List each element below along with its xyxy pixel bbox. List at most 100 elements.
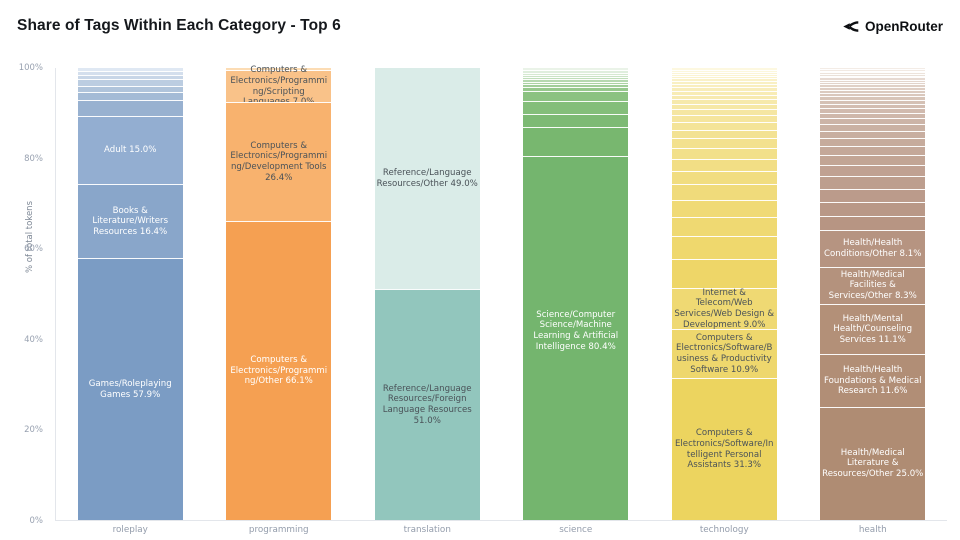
bar-segment-small[interactable] bbox=[820, 118, 926, 125]
bar-segment-small[interactable] bbox=[820, 77, 926, 80]
bar-segment-small[interactable] bbox=[523, 84, 629, 88]
bar-segment-small[interactable] bbox=[671, 99, 777, 105]
x-tick-label: science bbox=[559, 525, 593, 535]
bar-segment-small[interactable] bbox=[820, 202, 926, 216]
bar-segment-small[interactable] bbox=[671, 71, 777, 74]
bar-segment[interactable]: Adult 15.0% bbox=[77, 116, 183, 185]
bar-segment-small[interactable] bbox=[820, 81, 926, 85]
bar-segment-small[interactable] bbox=[671, 170, 777, 185]
bar-segment-small[interactable] bbox=[820, 146, 926, 156]
bar-segment-small[interactable] bbox=[820, 188, 926, 203]
bar-segment-small[interactable] bbox=[671, 90, 777, 95]
bar-segment-small[interactable] bbox=[820, 108, 926, 114]
bar-segment[interactable]: Computers & Electronics/Programming/Deve… bbox=[226, 101, 332, 222]
bar-segment-small[interactable] bbox=[820, 103, 926, 109]
bar-segment-small[interactable] bbox=[820, 73, 926, 76]
bar-segment-small[interactable] bbox=[820, 89, 926, 93]
bar-segment[interactable]: Reference/Language Resources/Foreign Lan… bbox=[374, 289, 480, 520]
bar-segment-small[interactable] bbox=[671, 122, 777, 130]
bar-roleplay[interactable]: Adult 15.0% Books & Literature/Writers Re… bbox=[77, 68, 183, 520]
bar-segment-small[interactable] bbox=[820, 69, 926, 71]
bar-segment-small[interactable] bbox=[820, 68, 926, 70]
bar-segment-small[interactable] bbox=[671, 78, 777, 82]
bar-segment-small[interactable] bbox=[820, 130, 926, 138]
bar-health[interactable]: Health/Health Conditions/Other 8.1% Healt… bbox=[820, 68, 926, 520]
bar-segment-small[interactable] bbox=[523, 74, 629, 77]
bar-segment-small[interactable] bbox=[671, 129, 777, 139]
bar-segment-small[interactable] bbox=[671, 81, 777, 84]
bar-segment-small[interactable] bbox=[523, 127, 629, 157]
bar-segment-small[interactable] bbox=[671, 184, 777, 200]
bar-segment-small[interactable] bbox=[77, 74, 183, 80]
bar-segment-small[interactable] bbox=[820, 137, 926, 146]
bar-segment-small[interactable] bbox=[77, 79, 183, 86]
bar-segment-small[interactable] bbox=[820, 72, 926, 74]
bar-segment[interactable]: Health/Health Conditions/Other 8.1% bbox=[820, 230, 926, 267]
bar-segment-small[interactable] bbox=[523, 91, 629, 102]
bar-segment-small[interactable] bbox=[671, 138, 777, 148]
bar-segment-small[interactable] bbox=[671, 69, 777, 72]
bar-segment-small[interactable] bbox=[523, 113, 629, 128]
bar-segment-small[interactable] bbox=[820, 99, 926, 104]
bar-segment[interactable]: Health/Medical Facilities & Services/Oth… bbox=[820, 266, 926, 305]
bar-segment-small[interactable] bbox=[671, 68, 777, 70]
bar-segment[interactable]: Books & Literature/Writers Resources 16.… bbox=[77, 184, 183, 259]
bar-translation[interactable]: Reference/Language Resources/Other 49.0%… bbox=[374, 68, 480, 520]
bar-segment-small[interactable] bbox=[820, 92, 926, 96]
bar-segment-small[interactable] bbox=[820, 124, 926, 131]
bar-segment-small[interactable] bbox=[77, 71, 183, 75]
bar-segment[interactable]: Internet & Telecom/Web Services/Web Desi… bbox=[671, 288, 777, 330]
bar-segment-small[interactable] bbox=[523, 101, 629, 114]
bar-segment-small[interactable] bbox=[820, 164, 926, 177]
bar-segment-small[interactable] bbox=[671, 86, 777, 91]
bar-segment[interactable]: Games/Roleplaying Games 57.9% bbox=[77, 258, 183, 520]
bar-segment-small[interactable] bbox=[523, 77, 629, 80]
bar-segment[interactable]: Computers & Electronics/Programming/Othe… bbox=[226, 221, 332, 520]
bar-segment-small[interactable] bbox=[820, 79, 926, 82]
bar-segment-small[interactable] bbox=[671, 216, 777, 237]
bar-segment[interactable]: Computers & Electronics/Programming/Scri… bbox=[226, 65, 332, 107]
bar-segment[interactable]: Health/Mental Health/Counseling Services… bbox=[820, 304, 926, 355]
bar-segment-small[interactable] bbox=[523, 72, 629, 75]
bar-segment[interactable]: Science/Computer Science/Machine Learnin… bbox=[523, 156, 629, 520]
bar-segment-small[interactable] bbox=[226, 68, 332, 71]
bar-segment-small[interactable] bbox=[671, 158, 777, 171]
bar-segment-small[interactable] bbox=[820, 95, 926, 100]
bar-segment[interactable]: Health/Health Foundations & Medical Rese… bbox=[820, 354, 926, 407]
bar-segment-small[interactable] bbox=[523, 68, 629, 71]
bar-segment[interactable]: Reference/Language Resources/Other 49.0% bbox=[374, 68, 480, 290]
bar-segment-small[interactable] bbox=[820, 155, 926, 165]
bar-segment-small[interactable] bbox=[671, 76, 777, 79]
bar-segment-small[interactable] bbox=[671, 147, 777, 159]
bar-segment-small[interactable] bbox=[77, 100, 183, 117]
bar-segment-small[interactable] bbox=[820, 75, 926, 78]
bar-programming[interactable]: Computers & Electronics/Programming/Scri… bbox=[226, 65, 332, 520]
bar-segment-small[interactable] bbox=[523, 87, 629, 92]
bar-segment-small[interactable] bbox=[671, 109, 777, 116]
bar-segment-small[interactable] bbox=[523, 79, 629, 82]
bar-segment-small[interactable] bbox=[671, 236, 777, 259]
bar-science[interactable]: Science/Computer Science/Machine Learnin… bbox=[523, 68, 629, 520]
bar-segment[interactable]: Computers & Electronics/Software/Busines… bbox=[671, 329, 777, 379]
bar-segment[interactable]: Computers & Electronics/Software/Intelli… bbox=[671, 378, 777, 520]
bar-segment-small[interactable] bbox=[820, 216, 926, 230]
bar-segment-small[interactable] bbox=[77, 85, 183, 93]
bar-segment-small[interactable] bbox=[820, 84, 926, 87]
bar-segment-small[interactable] bbox=[671, 94, 777, 100]
bar-segment-small[interactable] bbox=[820, 70, 926, 73]
bar-segment-small[interactable] bbox=[820, 113, 926, 119]
bar-technology[interactable]: Internet & Telecom/Web Services/Web Desi… bbox=[671, 68, 777, 520]
bar-segment-small[interactable] bbox=[77, 68, 183, 72]
bar-segment-small[interactable] bbox=[671, 258, 777, 289]
bar-segment-small[interactable] bbox=[671, 83, 777, 87]
bar-segment-small[interactable] bbox=[671, 73, 777, 77]
bar-segment-small[interactable] bbox=[77, 92, 183, 101]
bar-segment-small[interactable] bbox=[671, 115, 777, 123]
bar-segment-small[interactable] bbox=[820, 86, 926, 90]
bar-segment-small[interactable] bbox=[523, 81, 629, 85]
bar-segment-small[interactable] bbox=[523, 70, 629, 73]
bar-segment[interactable]: Health/Medical Literature & Resources/Ot… bbox=[820, 406, 926, 520]
bar-segment-small[interactable] bbox=[671, 104, 777, 110]
bar-segment-small[interactable] bbox=[671, 199, 777, 217]
bar-segment-small[interactable] bbox=[820, 176, 926, 189]
